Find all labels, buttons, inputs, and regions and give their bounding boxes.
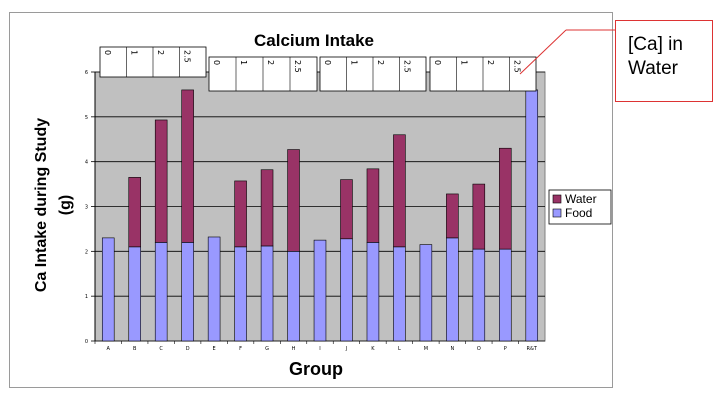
group-table-value: 1 xyxy=(130,50,139,55)
bar-food xyxy=(287,251,300,342)
bar-water xyxy=(499,147,512,250)
group-table-value: 1 xyxy=(239,60,248,65)
bar-food xyxy=(313,239,327,342)
x-tick-label: B xyxy=(133,346,137,352)
bar-food xyxy=(419,244,433,342)
legend-swatch xyxy=(552,194,562,204)
x-tick-label: M xyxy=(424,346,428,352)
x-tick-label: R&T xyxy=(527,346,538,352)
bar-food xyxy=(234,246,247,342)
y-tick-label: 2 xyxy=(85,249,88,255)
callout-box: [Ca] in Water xyxy=(615,20,713,102)
y-tick-label: 4 xyxy=(85,160,88,166)
group-table-value: 2 xyxy=(156,50,165,55)
x-tick-label: C xyxy=(159,346,163,352)
x-tick-label: G xyxy=(265,346,269,352)
x-tick-label: D xyxy=(186,346,190,352)
bar-water xyxy=(366,168,380,243)
bar-food xyxy=(393,246,406,342)
bar-food xyxy=(340,238,353,342)
group-table-value: 2.5 xyxy=(513,60,522,73)
bar-water xyxy=(287,149,300,252)
y-axis-label: Ca Intake during Study xyxy=(33,118,50,292)
x-tick-label: N xyxy=(450,346,454,352)
callout-text: [Ca] in Water xyxy=(628,34,683,79)
bar-water xyxy=(393,134,406,248)
bar-water xyxy=(472,183,486,250)
group-table-value: 2 xyxy=(486,60,495,65)
group-table-value: 2.5 xyxy=(293,60,302,73)
y-axis-label-unit: (g) xyxy=(57,195,74,215)
y-tick-label: 5 xyxy=(85,115,88,121)
group-table-value: 0 xyxy=(103,50,112,55)
bar-water xyxy=(128,177,141,248)
x-tick-label: J xyxy=(345,346,347,352)
group-table-value: 0 xyxy=(212,60,221,65)
x-tick-label: A xyxy=(107,346,111,352)
bar-food xyxy=(525,89,539,342)
x-tick-label: E xyxy=(213,346,216,352)
bar-water xyxy=(260,169,274,247)
x-tick-label: O xyxy=(477,346,481,352)
legend-label: Food xyxy=(565,206,592,220)
bar-food xyxy=(101,237,115,342)
x-tick-label: P xyxy=(504,346,507,352)
group-table-value: 1 xyxy=(350,60,359,65)
y-tick-label: 0 xyxy=(85,339,88,345)
bar-food xyxy=(472,248,486,342)
bar-water xyxy=(154,119,168,243)
x-tick-label: F xyxy=(239,346,242,352)
bar-food xyxy=(181,242,194,342)
group-table-value: 0 xyxy=(433,60,442,65)
group-table-value: 0 xyxy=(323,60,332,65)
x-tick-label: I xyxy=(319,346,320,352)
bar-food xyxy=(128,246,141,342)
bar-water xyxy=(234,180,247,248)
y-tick-label: 6 xyxy=(85,70,88,76)
x-axis-label: Group xyxy=(289,359,343,379)
bar-water xyxy=(181,89,194,243)
group-table-value: 2.5 xyxy=(403,60,412,73)
bar-food xyxy=(154,242,168,342)
bar-water xyxy=(340,179,353,240)
chart-title: Calcium Intake xyxy=(254,31,374,50)
x-tick-label: H xyxy=(292,346,296,352)
bar-food xyxy=(260,245,274,342)
group-table-value: 2.5 xyxy=(183,50,192,63)
legend-label: Water xyxy=(565,192,597,206)
bar-food xyxy=(366,242,380,342)
bar-water xyxy=(446,193,459,239)
group-table-value: 2 xyxy=(266,60,275,65)
bar-food xyxy=(499,248,512,342)
group-table-value: 1 xyxy=(460,60,469,65)
y-tick-label: 1 xyxy=(85,294,88,300)
callout-pointer-diag xyxy=(519,29,567,75)
y-tick-label: 3 xyxy=(85,205,88,211)
bar-food xyxy=(446,237,459,342)
x-tick-label: L xyxy=(398,346,401,352)
x-tick-label: K xyxy=(371,346,375,352)
legend-swatch xyxy=(552,208,562,218)
group-table-value: 2 xyxy=(376,60,385,65)
bar-food xyxy=(207,236,221,342)
